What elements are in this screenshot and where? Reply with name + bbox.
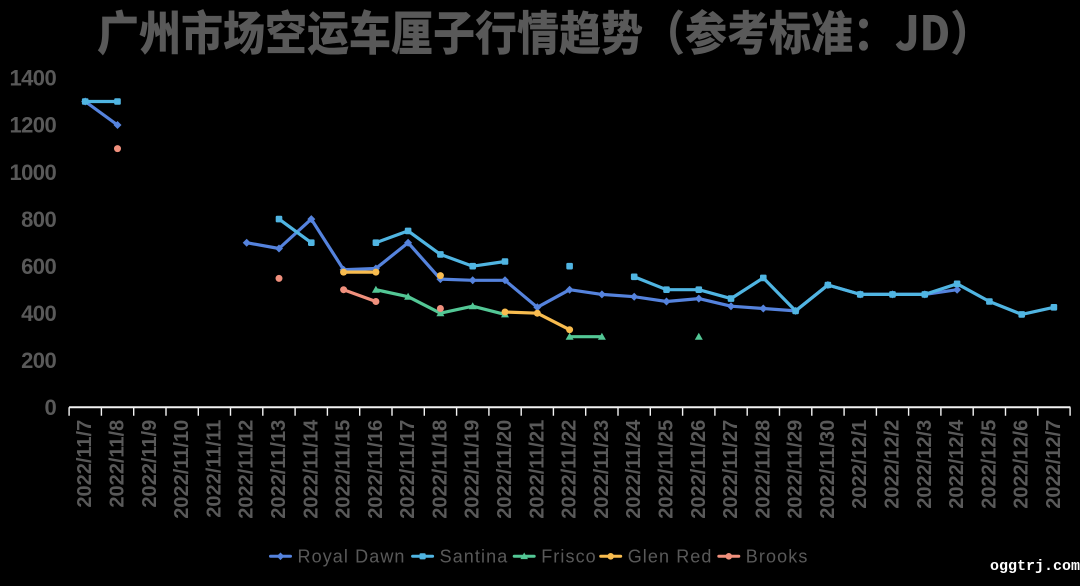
svg-text:2022/11/7: 2022/11/7 xyxy=(74,420,96,508)
svg-text:1400: 1400 xyxy=(9,66,56,91)
svg-text:2022/11/28: 2022/11/28 xyxy=(752,420,774,519)
svg-text:Glen Red: Glen Red xyxy=(628,547,713,567)
svg-text:2022/11/15: 2022/11/15 xyxy=(333,420,355,519)
svg-text:800: 800 xyxy=(21,207,56,232)
svg-text:1000: 1000 xyxy=(9,160,56,185)
svg-text:oggtrj.com: oggtrj.com xyxy=(990,558,1080,575)
svg-text:Brooks: Brooks xyxy=(746,547,809,567)
svg-text:400: 400 xyxy=(21,301,56,326)
svg-text:2022/11/23: 2022/11/23 xyxy=(591,420,613,519)
svg-text:2022/11/20: 2022/11/20 xyxy=(494,420,516,519)
svg-text:Frisco: Frisco xyxy=(541,547,597,567)
svg-text:2022/11/11: 2022/11/11 xyxy=(203,420,225,518)
svg-text:2022/11/29: 2022/11/29 xyxy=(785,420,807,519)
svg-text:2022/11/12: 2022/11/12 xyxy=(236,420,258,519)
svg-text:2022/11/8: 2022/11/8 xyxy=(107,420,129,508)
svg-text:2022/11/10: 2022/11/10 xyxy=(171,420,193,519)
svg-text:2022/11/21: 2022/11/21 xyxy=(526,420,548,519)
svg-text:2022/11/17: 2022/11/17 xyxy=(397,420,419,519)
svg-text:2022/11/14: 2022/11/14 xyxy=(300,419,322,519)
svg-text:2022/11/22: 2022/11/22 xyxy=(559,420,581,519)
svg-text:2022/12/6: 2022/12/6 xyxy=(1011,420,1033,509)
svg-text:2022/12/1: 2022/12/1 xyxy=(849,420,871,509)
svg-text:Santina: Santina xyxy=(440,547,509,567)
svg-text:2022/11/25: 2022/11/25 xyxy=(656,420,678,519)
svg-text:2022/11/30: 2022/11/30 xyxy=(817,420,839,519)
svg-text:1200: 1200 xyxy=(9,113,56,138)
svg-text:2022/11/19: 2022/11/19 xyxy=(462,420,484,519)
svg-text:200: 200 xyxy=(21,348,56,373)
svg-text:2022/12/5: 2022/12/5 xyxy=(978,420,1000,509)
svg-text:2022/11/18: 2022/11/18 xyxy=(429,420,451,519)
svg-text:2022/11/24: 2022/11/24 xyxy=(623,419,645,519)
svg-text:2022/12/3: 2022/12/3 xyxy=(914,420,936,509)
svg-text:2022/12/4: 2022/12/4 xyxy=(946,419,968,509)
svg-text:2022/12/7: 2022/12/7 xyxy=(1043,420,1065,509)
svg-text:2022/11/16: 2022/11/16 xyxy=(365,420,387,519)
svg-text:0: 0 xyxy=(45,395,57,420)
svg-text:2022/11/9: 2022/11/9 xyxy=(139,420,161,508)
svg-text:Royal Dawn: Royal Dawn xyxy=(298,547,406,567)
svg-text:2022/11/13: 2022/11/13 xyxy=(268,420,290,519)
svg-text:600: 600 xyxy=(21,254,56,279)
svg-text:2022/11/26: 2022/11/26 xyxy=(688,420,710,519)
svg-text:2022/12/2: 2022/12/2 xyxy=(882,420,904,509)
svg-text:2022/11/27: 2022/11/27 xyxy=(720,420,742,519)
